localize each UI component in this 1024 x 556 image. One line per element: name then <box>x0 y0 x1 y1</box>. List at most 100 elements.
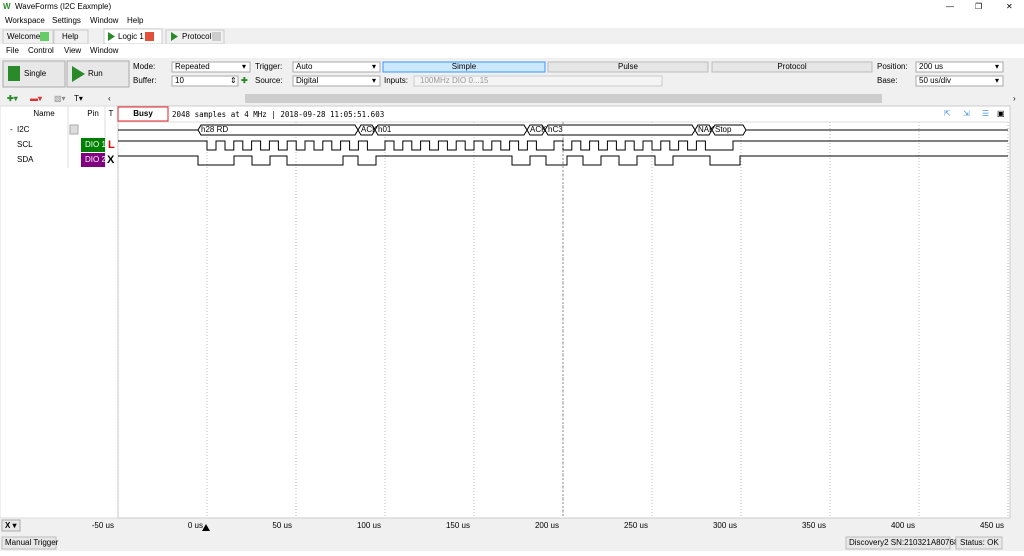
i2c-frame <box>374 124 528 136</box>
column-header: Pin <box>87 109 99 118</box>
channel-icon <box>69 124 79 135</box>
dropdown-arrow: ▾ <box>242 62 246 71</box>
buffer-input[interactable] <box>171 75 239 87</box>
base-dropdown[interactable] <box>915 75 1004 87</box>
pin-badge <box>81 153 105 167</box>
tab-icon <box>108 32 115 41</box>
x-tick-label: 250 us <box>624 521 648 530</box>
trigger-tab-label: Simple <box>452 62 477 71</box>
axis-menu-icon: X ▾ <box>5 521 18 530</box>
field-label: Mode: <box>133 62 155 71</box>
plot-tool[interactable]: ☰ <box>982 109 989 118</box>
remove-channel[interactable]: ▬▾ <box>30 94 43 103</box>
menu-item[interactable]: Workspace <box>5 16 45 25</box>
menu-item[interactable]: Window <box>90 16 119 25</box>
plot-tool[interactable]: ⇲ <box>963 109 970 118</box>
trigger-tab[interactable] <box>711 61 873 73</box>
field-label: Buffer: <box>133 76 156 85</box>
title-bar <box>0 0 1024 14</box>
close-button[interactable]: ✕ <box>1006 2 1013 11</box>
device-info[interactable]: Discovery2 SN:210321A80768 <box>849 538 959 547</box>
plot-tool[interactable]: ⇱ <box>944 109 951 118</box>
i2c-frame-label: ACK <box>530 125 547 134</box>
source-dropdown[interactable] <box>292 75 381 87</box>
channel-name: SDA <box>17 155 34 164</box>
menu-item[interactable]: Control <box>28 46 54 55</box>
dropdown-value: Auto <box>296 62 313 71</box>
field-label: Source: <box>255 76 283 85</box>
dropdown-value: Repeated <box>175 62 210 71</box>
tab-label: Protocol <box>182 32 212 41</box>
restore-button[interactable]: ❐ <box>975 2 982 11</box>
x-tick-label: 400 us <box>891 521 915 530</box>
tab-label: Help <box>62 32 79 41</box>
dropdown-arrow: ▾ <box>372 76 376 85</box>
menu-item[interactable]: Help <box>127 16 144 25</box>
i2c-frame-label: Stop <box>715 125 732 134</box>
menu-bar <box>0 14 1024 28</box>
x-tick-label: 100 us <box>357 521 381 530</box>
add-icon[interactable]: ✚ <box>241 76 248 85</box>
sda-waveform <box>118 155 1008 166</box>
menu-item[interactable]: View <box>64 46 81 55</box>
scl-waveform <box>118 140 1008 151</box>
menu-item[interactable]: File <box>6 46 19 55</box>
channel-settings[interactable]: ▧▾ <box>54 94 66 103</box>
tab-icon <box>40 32 49 41</box>
inputs-dropdown[interactable] <box>413 75 663 87</box>
input-value: 200 us <box>919 62 943 71</box>
i2c-frame-label: NAK <box>698 125 715 134</box>
minimize-button[interactable]: — <box>946 2 954 11</box>
window-title: WaveForms (I2C Eaxmple) <box>15 2 112 11</box>
menu-item[interactable]: Settings <box>52 16 81 25</box>
x-tick-label: 150 us <box>446 521 470 530</box>
channel-type[interactable]: T▾ <box>74 94 83 103</box>
field-label: Position: <box>877 62 908 71</box>
expand-toggle[interactable]: - <box>10 125 13 134</box>
trigger-condition[interactable]: X <box>107 154 115 166</box>
dropdown-arrow: ▾ <box>995 76 999 85</box>
trigger-tab-active[interactable] <box>382 61 546 73</box>
channel-panel <box>0 105 119 519</box>
trigger-tab-label: Protocol <box>777 62 807 71</box>
mode-dropdown[interactable] <box>171 61 251 73</box>
x-tick-label: 200 us <box>535 521 559 530</box>
column-header: T <box>109 109 114 118</box>
input-value: 10 <box>175 76 184 85</box>
i2c-frame <box>711 124 747 136</box>
tab-label: Welcome <box>7 32 41 41</box>
position-input[interactable] <box>915 61 1004 73</box>
plot-tool[interactable]: ▣ <box>997 109 1005 118</box>
field-label: Inputs: <box>384 76 408 85</box>
x-tick-label: 50 us <box>272 521 292 530</box>
spinner[interactable]: ⇕ <box>230 76 237 85</box>
tab-close[interactable] <box>145 32 154 41</box>
trigger-tab[interactable] <box>547 61 709 73</box>
i2c-frame-label: h28 RD <box>201 125 228 134</box>
trigger-marker[interactable] <box>202 524 210 531</box>
field-label: Base: <box>877 76 897 85</box>
tab-close[interactable] <box>212 32 221 41</box>
field-label: Trigger: <box>255 62 282 71</box>
trigger-dropdown[interactable] <box>292 61 381 73</box>
status-cell <box>1 536 57 550</box>
trigger-status: Manual Trigger <box>5 538 59 547</box>
x-tick-label: 350 us <box>802 521 826 530</box>
scroll-left[interactable]: ‹ <box>108 94 111 103</box>
trigger-condition[interactable]: L <box>108 139 115 151</box>
i2c-frame-label: ACK <box>361 125 378 134</box>
tab-label: Logic 1 <box>118 32 144 41</box>
dropdown-arrow: ▾ <box>372 62 376 71</box>
scrollbar[interactable] <box>245 94 882 103</box>
status-badge <box>117 106 169 122</box>
single-icon <box>8 66 20 81</box>
add-channel[interactable]: ✚▾ <box>7 94 19 103</box>
axis-menu[interactable] <box>1 519 21 532</box>
device-status: Status: OK <box>960 538 999 547</box>
pin-label: DIO 1 <box>85 140 106 149</box>
status-badge-text: Busy <box>133 109 153 118</box>
menu-item[interactable]: Window <box>90 46 119 55</box>
scroll-right[interactable]: › <box>1013 94 1016 103</box>
button-label: Run <box>88 69 103 78</box>
